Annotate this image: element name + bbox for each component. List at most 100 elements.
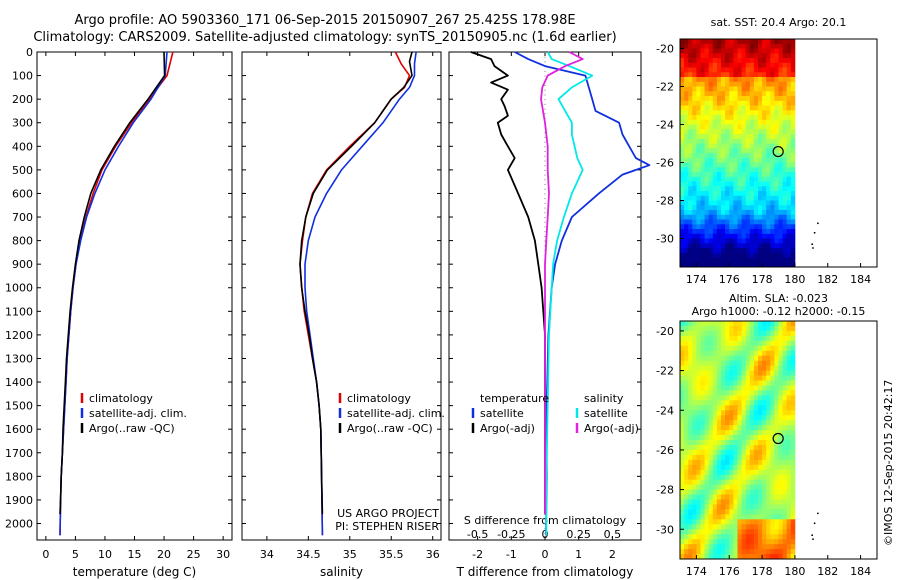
sla_map-cell <box>696 484 701 490</box>
zero-ref-dot <box>544 169 546 171</box>
sst_map-cell <box>708 200 714 206</box>
sst_map-cell <box>704 200 710 206</box>
sla_map-cell <box>712 489 718 495</box>
sst_map-cell <box>704 124 710 130</box>
sla_map-cell <box>745 425 751 431</box>
sst_map-cell <box>737 172 742 178</box>
sla_map-cell <box>716 360 722 367</box>
depth-tick-label: 1800 <box>5 470 33 483</box>
sla_map-cell <box>782 440 788 446</box>
sla_map-cell <box>753 395 759 401</box>
sla_map-cell <box>786 524 792 530</box>
sla_map-cell <box>680 365 685 371</box>
sst_map-cell <box>729 252 734 258</box>
sla_map-cell <box>688 499 693 505</box>
depth-tick-label: 900 <box>12 258 33 271</box>
sla_map-cell <box>696 430 701 436</box>
sla_map-cell <box>745 340 751 347</box>
sst_map-cell <box>766 233 771 239</box>
sla_map-cell <box>749 380 755 386</box>
sla_map-cell <box>696 330 701 337</box>
sst_map-cell <box>758 176 763 182</box>
sla_map-cell <box>688 385 693 391</box>
sst_map-cell <box>749 48 755 54</box>
sst_map-cell <box>733 229 738 235</box>
sla_map-cell <box>708 494 714 500</box>
sla_map-cell <box>782 519 788 525</box>
sla_map-cell <box>692 489 697 495</box>
sst_map-cell <box>692 157 697 163</box>
sla_map-cell <box>680 440 685 446</box>
sla_map-cell <box>716 499 722 505</box>
sst_map-cell <box>692 262 697 268</box>
sla_map-cell <box>688 529 693 535</box>
sst_map-cell <box>692 81 697 87</box>
sla_map-cell <box>790 539 796 545</box>
sst_map-cell <box>745 210 751 216</box>
sla_map-cell <box>704 330 710 337</box>
sla_map-cell <box>729 435 734 441</box>
sla_map-cell <box>745 345 751 352</box>
sla_map-cell <box>753 514 759 520</box>
sla_map-cell <box>749 330 755 337</box>
sla_map-cell <box>721 499 726 505</box>
sst_map-cell <box>696 205 701 211</box>
sla_map-cell <box>737 494 742 500</box>
sla_map-cell <box>733 524 738 530</box>
sst_map-cell <box>721 205 726 211</box>
sst_map-cell <box>778 53 783 59</box>
sla_map-cell <box>680 549 685 555</box>
sdiff-legend-label: satellite <box>584 407 628 420</box>
sst_map-cell <box>762 81 767 87</box>
diff-line-black <box>470 51 546 515</box>
sst_map-cell <box>782 148 788 154</box>
sla_map-cell <box>778 549 783 555</box>
sst_map-cell <box>753 48 759 54</box>
sla_map-cell <box>741 445 747 451</box>
sla_map-cell <box>741 539 747 545</box>
sla_map-cell <box>749 420 755 426</box>
sla_map-cell <box>762 554 767 560</box>
sst_map-cell <box>766 67 771 73</box>
sst_map-cell <box>778 214 783 220</box>
sla_map-cell <box>680 539 685 545</box>
sla_map-cell <box>712 534 718 540</box>
sst_map-cell <box>758 257 763 263</box>
sst_map-cell <box>762 86 767 92</box>
sst_map-cell <box>712 105 718 111</box>
sla_map-cell <box>790 534 796 540</box>
sla_map-cell <box>766 469 771 476</box>
sst_map-cell <box>745 39 751 45</box>
sla_map-cell <box>729 445 734 451</box>
sla_map-cell <box>684 330 689 337</box>
sst_map-cell <box>721 252 726 258</box>
sst_map-cell <box>725 167 730 173</box>
sla_map-cell <box>758 395 763 401</box>
sst_map-cell <box>708 205 714 211</box>
sst_map-cell <box>737 67 742 73</box>
sla_map-cell <box>782 350 788 357</box>
sla_map-cell <box>758 469 763 476</box>
sla_map-cell <box>692 340 697 347</box>
sla_map-cell <box>688 549 693 555</box>
sst_map-cell <box>704 181 710 187</box>
sla_map-cell <box>733 395 738 401</box>
sst_map-cell <box>762 129 767 135</box>
sst_map-cell <box>786 62 792 68</box>
sla_map-cell <box>704 390 710 396</box>
sla_map-cell <box>700 454 705 461</box>
sst_map-cell <box>786 214 792 220</box>
sla_map-cell <box>745 554 751 560</box>
sst_map-cell <box>753 181 759 187</box>
sla_map-cell <box>680 544 685 550</box>
sla_map-cell <box>753 539 759 545</box>
sla_map-cell <box>758 494 763 500</box>
sla_map-cell <box>782 430 788 436</box>
sst_map-cell <box>782 257 788 263</box>
sla_map-cell <box>766 454 771 461</box>
sst_map-cell <box>688 72 693 78</box>
sst_map-cell <box>733 200 738 206</box>
sst_map-cell <box>762 138 767 144</box>
sst_map-cell <box>774 48 779 54</box>
sla_map-cell <box>696 529 701 535</box>
